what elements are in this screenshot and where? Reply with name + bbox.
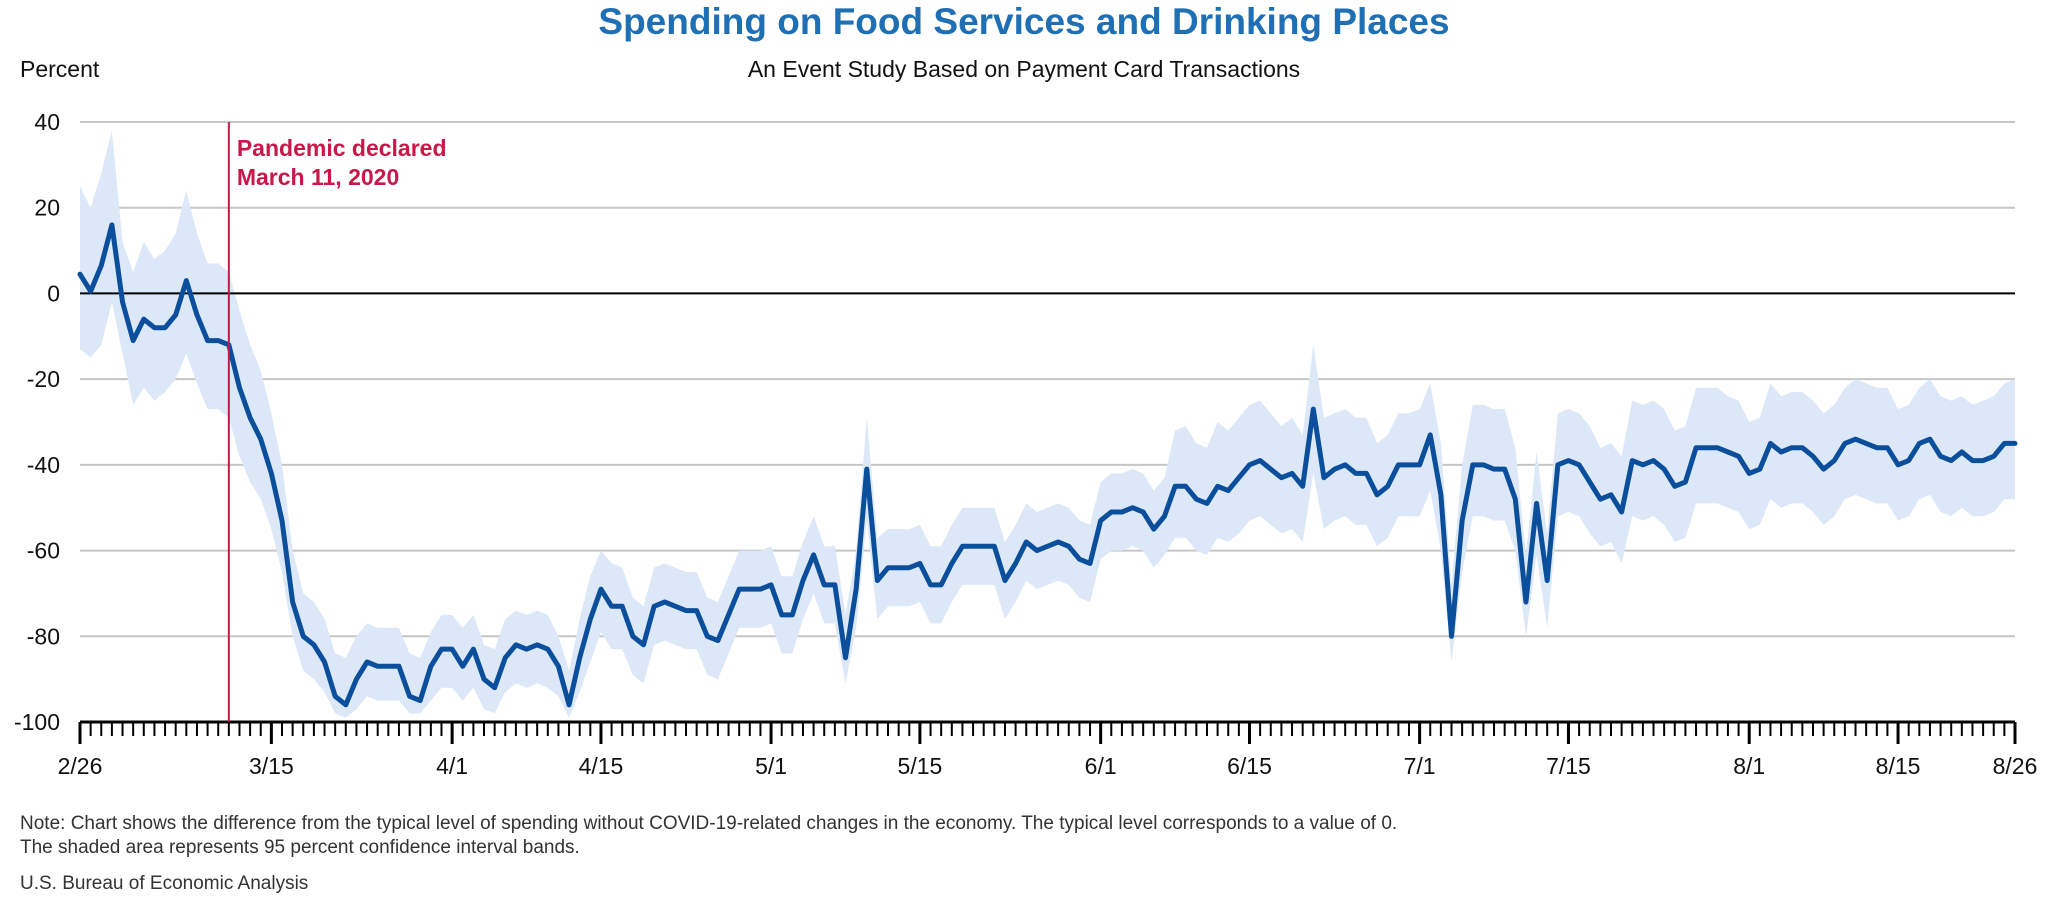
x-tick-label-12: 8/26 xyxy=(1993,753,2038,779)
y-tick-label-7: -100 xyxy=(14,709,60,735)
series-line xyxy=(77,222,2018,708)
chart-note-line-2: The shaded area represents 95 percent co… xyxy=(20,837,580,858)
x-tick-label-3: 4/15 xyxy=(579,753,624,779)
y-tick-label-2: 0 xyxy=(47,280,60,306)
y-tick-label-6: -80 xyxy=(27,623,60,649)
confidence-band xyxy=(80,130,2015,718)
x-tick-label-4: 5/1 xyxy=(755,753,787,779)
chart-subtitle: An Event Study Based on Payment Card Tra… xyxy=(747,56,1301,82)
chart-plot: 40 20 0 -20 -40 -60 -80 -100 2/26 3/15 4/1 4/15 5/1… xyxy=(14,109,2038,779)
x-tick-label-1: 3/15 xyxy=(249,753,294,779)
confidence-band-layer xyxy=(80,130,2015,718)
y-tick-labels: 40 20 0 -20 -40 -60 -80 -100 xyxy=(14,109,60,735)
annotation-layer: Pandemic declared March 11, 2020 xyxy=(227,122,447,722)
chart-note-line-1: Note: Chart shows the difference from th… xyxy=(20,813,1398,834)
y-tick-label-0: 40 xyxy=(34,109,60,135)
annotation-label-line-2: March 11, 2020 xyxy=(237,164,399,190)
source-credit: U.S. Bureau of Economic Analysis xyxy=(20,873,309,894)
x-tick-label-10: 8/1 xyxy=(1733,753,1765,779)
series-layer xyxy=(77,222,2018,708)
x-tick-label-2: 4/1 xyxy=(436,753,468,779)
x-tick-label-8: 7/1 xyxy=(1404,753,1436,779)
x-tick-label-6: 6/1 xyxy=(1085,753,1117,779)
y-axis-label: Percent xyxy=(20,56,100,82)
y-tick-label-3: -20 xyxy=(27,366,60,392)
y-tick-label-1: 20 xyxy=(34,195,60,221)
y-tick-label-5: -60 xyxy=(27,538,60,564)
x-tick-label-9: 7/15 xyxy=(1546,753,1591,779)
chart-title: Spending on Food Services and Drinking P… xyxy=(598,1,1450,42)
x-tick-label-7: 6/15 xyxy=(1227,753,1272,779)
x-tick-label-5: 5/15 xyxy=(898,753,943,779)
x-axis: 2/26 3/15 4/1 4/15 5/1 5/15 6/1 6/15 7/1 7/15 8/1 8… xyxy=(58,720,2038,779)
annotation-label-line-1: Pandemic declared xyxy=(237,135,447,161)
y-tick-label-4: -40 xyxy=(27,452,60,478)
x-tick-label-0: 2/26 xyxy=(58,753,103,779)
x-tick-label-11: 8/15 xyxy=(1876,753,1921,779)
